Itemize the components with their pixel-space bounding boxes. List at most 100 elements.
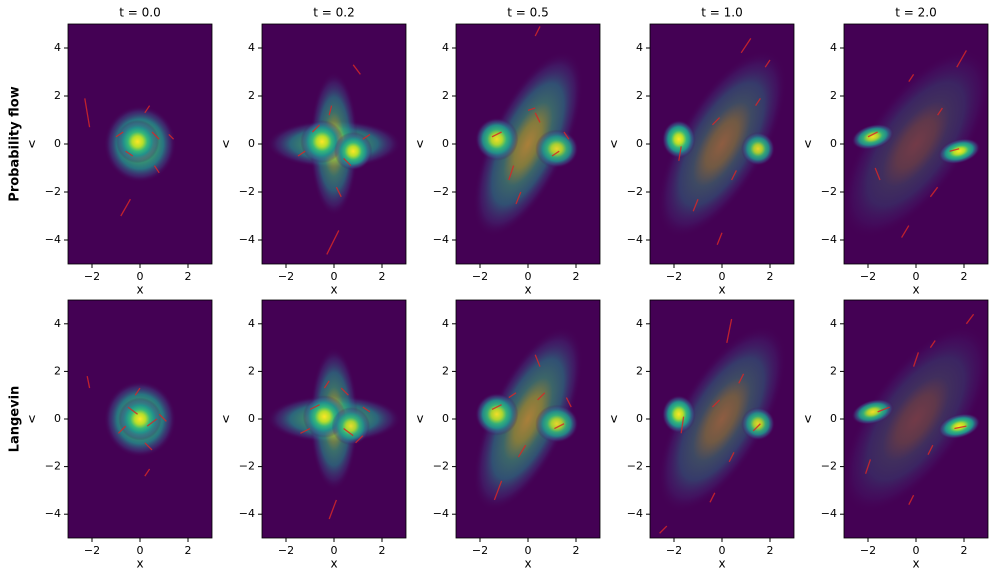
velocity-arrow (711, 399, 721, 408)
x-tick-label: −2 (666, 544, 682, 557)
velocity-arrow (144, 105, 151, 114)
density-blob (938, 413, 981, 439)
x-axis-label: x (136, 283, 143, 297)
density-blob (300, 120, 344, 164)
velocity-arrow (517, 444, 527, 458)
y-tick-label: −2 (627, 460, 643, 473)
density-blob (472, 51, 584, 237)
y-axis-label: v (28, 137, 35, 151)
velocity-arrow (551, 150, 560, 157)
velocity-arrow (716, 232, 723, 246)
velocity-arrow (120, 198, 131, 217)
velocity-arrow (864, 459, 872, 474)
y-tick-label: −2 (239, 460, 255, 473)
y-tick-label: −2 (45, 185, 61, 198)
velocity-arrow (659, 525, 668, 534)
velocity-arrow (115, 131, 124, 138)
velocity-arrow (144, 468, 151, 477)
y-tick-label: −2 (433, 185, 449, 198)
y-tick-label: 2 (54, 364, 61, 377)
panel (456, 24, 600, 264)
x-tick-label: 2 (185, 544, 192, 557)
x-tick-label: −2 (84, 270, 100, 283)
velocity-arrow (362, 406, 371, 413)
y-tick-label: −4 (433, 507, 449, 520)
y-tick-label: 2 (248, 364, 255, 377)
y-tick-label: −4 (433, 233, 449, 246)
velocity-arrow (726, 318, 733, 343)
velocity-arrow (343, 157, 352, 167)
y-tick-label: 2 (442, 89, 449, 102)
velocity-arrow (328, 105, 333, 116)
density-blob (116, 120, 160, 164)
velocity-arrow (927, 444, 934, 455)
velocity-arrow (874, 167, 881, 181)
density-blob (851, 123, 894, 150)
velocity-arrow (711, 117, 721, 126)
x-axis-label: x (718, 283, 725, 297)
velocity-arrow (534, 354, 541, 367)
panel (650, 24, 794, 264)
panel (456, 300, 600, 538)
x-tick-label: 0 (331, 544, 338, 557)
x-tick-label: 0 (331, 270, 338, 283)
y-tick-label: 4 (636, 317, 643, 330)
velocity-arrow (527, 107, 536, 112)
y-tick-label: 0 (830, 412, 837, 425)
y-tick-label: 4 (248, 41, 255, 54)
x-tick-label: 0 (719, 270, 726, 283)
density-blob (334, 132, 373, 171)
y-tick-label: −4 (45, 507, 61, 520)
panel-title: t = 2.0 (895, 6, 936, 20)
row-label: Probability flow (8, 86, 23, 201)
y-tick-label: −4 (821, 233, 837, 246)
panel-title: t = 0.0 (119, 6, 160, 20)
x-tick-label: 0 (525, 270, 532, 283)
velocity-arrow (508, 165, 515, 181)
velocity-arrow (125, 150, 134, 157)
panel-title: t = 0.5 (507, 6, 548, 20)
velocity-arrow (929, 186, 939, 198)
panel (844, 300, 988, 538)
velocity-arrow (534, 112, 541, 123)
y-tick-label: 2 (248, 89, 255, 102)
y-tick-label: 4 (830, 317, 837, 330)
y-axis-label: v (610, 412, 617, 426)
velocity-arrow (937, 107, 943, 116)
velocity-arrow (508, 392, 517, 399)
y-tick-label: −4 (239, 233, 255, 246)
x-axis-label: x (330, 283, 337, 297)
y-tick-label: 4 (54, 317, 61, 330)
x-tick-label: 2 (573, 270, 580, 283)
velocity-arrow (678, 146, 682, 161)
y-tick-label: 2 (442, 364, 449, 377)
velocity-arrow (965, 313, 975, 325)
velocity-arrow (908, 494, 915, 505)
velocity-arrow (352, 64, 361, 75)
velocity-arrow (340, 387, 349, 396)
x-tick-label: 2 (573, 544, 580, 557)
y-axis-label: v (416, 137, 423, 151)
density-blob (535, 404, 579, 443)
velocity-arrow (709, 492, 716, 503)
velocity-arrow (168, 133, 175, 140)
velocity-arrow (326, 230, 340, 255)
x-tick-label: −2 (860, 270, 876, 283)
density-blob (535, 129, 579, 168)
y-tick-label: 0 (636, 137, 643, 150)
x-axis-label: x (136, 557, 143, 571)
x-tick-label: 0 (137, 544, 144, 557)
panel-title: t = 0.2 (313, 6, 354, 20)
y-tick-label: −4 (627, 507, 643, 520)
y-tick-label: 4 (248, 317, 255, 330)
velocity-arrow (362, 133, 371, 140)
velocity-arrow (752, 423, 761, 432)
velocity-arrow (297, 150, 306, 157)
velocity-arrow (117, 425, 127, 434)
velocity-arrow (954, 425, 967, 430)
velocity-arrow (680, 416, 685, 434)
velocity-arrow (491, 404, 502, 411)
panel (844, 24, 988, 264)
velocity-arrow (563, 131, 570, 140)
